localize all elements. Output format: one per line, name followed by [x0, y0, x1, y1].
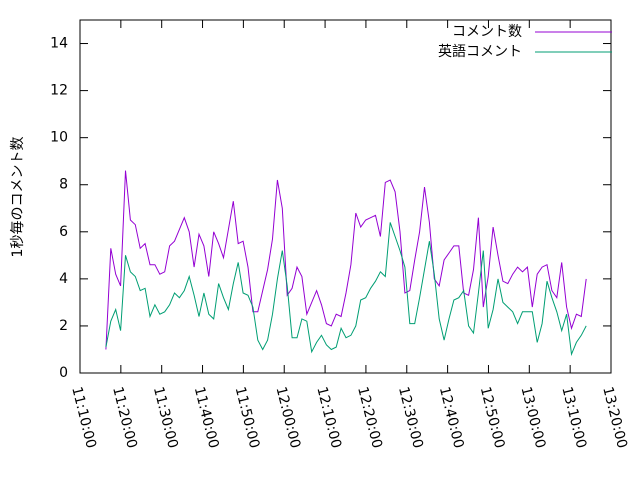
plot-border	[79, 19, 612, 374]
series-line	[105, 222, 587, 357]
series-line	[105, 170, 587, 350]
y-tick-label: 0	[59, 365, 68, 381]
y-axis-label: 1秒毎のコメント数	[10, 137, 26, 258]
legend-label: コメント数	[452, 24, 522, 40]
legend-label: 英語コメント	[438, 43, 522, 60]
y-tick-label: 14	[50, 36, 68, 52]
y-tick-label: 4	[59, 271, 68, 287]
y-tick-label: 6	[59, 224, 68, 240]
y-tick-label: 12	[50, 83, 68, 99]
y-tick-label: 2	[59, 318, 68, 334]
y-tick-label: 8	[59, 177, 68, 193]
y-tick-label: 10	[50, 130, 68, 146]
